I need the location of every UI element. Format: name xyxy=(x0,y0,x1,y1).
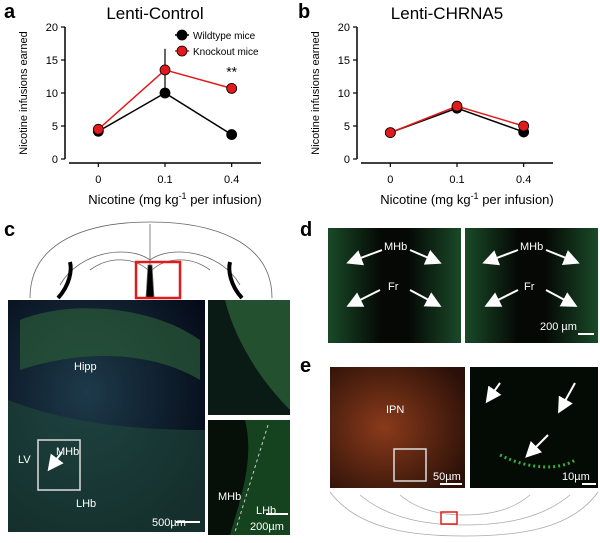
image-label: MHb xyxy=(56,446,79,458)
y-tick-label: 20 xyxy=(46,22,58,34)
point xyxy=(226,129,238,140)
x-tick-label: 0 xyxy=(387,174,393,186)
tissue xyxy=(225,300,290,410)
x-axis-label: Nicotine (mg kg-1 per infusion) xyxy=(380,191,553,207)
point xyxy=(451,100,463,112)
image-label: Fr xyxy=(388,281,399,293)
brain-schematic xyxy=(29,221,273,300)
y-tick-label: 15 xyxy=(338,55,350,67)
inset-box xyxy=(393,448,427,482)
point xyxy=(92,123,104,135)
annotation: ** xyxy=(226,63,237,79)
micrograph xyxy=(330,367,465,488)
panel-letter: d xyxy=(300,219,312,241)
image-label: MHb xyxy=(218,491,241,503)
x-tick-label: 0.1 xyxy=(449,174,464,186)
x-tick-label: 0.4 xyxy=(516,174,531,186)
panel-letter: e xyxy=(300,355,311,377)
series-line xyxy=(97,92,233,136)
labelled-fibers xyxy=(499,453,576,469)
boundary xyxy=(234,424,269,533)
tissue xyxy=(230,420,290,535)
brain-schematic xyxy=(329,491,599,537)
y-axis-label: Nicotine infusions earned xyxy=(310,31,322,155)
x-axis-label-part: -1 xyxy=(179,191,187,201)
panel-letter: a xyxy=(4,1,16,23)
scale-label: 500µm xyxy=(152,517,186,529)
panel-letter: c xyxy=(4,219,15,241)
y-tick-label: 0 xyxy=(344,154,350,166)
chart-title: Lenti-CHRNA5 xyxy=(391,4,503,23)
scale-label: 200 µm xyxy=(540,321,577,333)
image-label: Fr xyxy=(524,281,535,293)
x-tick-label: 0 xyxy=(95,174,101,186)
x-axis-label-part: Nicotine (mg kg xyxy=(88,192,178,207)
legend-label: Knockout mice xyxy=(193,47,259,58)
image-label: IPN xyxy=(386,404,404,416)
region-box xyxy=(134,260,182,300)
micrograph xyxy=(328,228,461,343)
x-tick-label: 0.1 xyxy=(157,174,172,186)
y-tick-label: 15 xyxy=(46,55,58,67)
scale-label: 200µm xyxy=(250,521,284,533)
y-tick-label: 10 xyxy=(46,88,58,100)
point xyxy=(226,82,238,94)
image-label: LV xyxy=(18,454,31,466)
x-axis-label-part: per infusion) xyxy=(479,192,554,207)
point xyxy=(159,64,171,76)
scale-label: 50µm xyxy=(433,471,461,483)
point xyxy=(518,120,530,132)
chart-title: Lenti-Control xyxy=(106,4,203,23)
image-label: MHb xyxy=(520,241,543,253)
image-label: LHb xyxy=(76,498,96,510)
panel-letter: b xyxy=(298,1,310,23)
y-tick-label: 10 xyxy=(338,88,350,100)
arrows xyxy=(485,382,576,458)
x-axis-label-part: per infusion) xyxy=(187,192,262,207)
region-box xyxy=(440,511,458,525)
image-label: LHb xyxy=(256,505,276,517)
legend-label: Wildtype mice xyxy=(193,31,256,42)
arrows xyxy=(346,249,580,307)
image-label: MHb xyxy=(384,241,407,253)
x-axis-label-part: -1 xyxy=(471,191,479,201)
arrow xyxy=(47,451,64,472)
point xyxy=(384,127,396,139)
thalamus xyxy=(8,400,205,532)
legend-marker xyxy=(176,45,188,57)
y-tick-label: 5 xyxy=(52,121,58,133)
scale-label: 10µm xyxy=(562,471,590,483)
y-tick-label: 5 xyxy=(344,121,350,133)
x-axis-label-part: Nicotine (mg kg xyxy=(380,192,470,207)
legend-marker xyxy=(176,29,188,41)
hippocampus xyxy=(20,308,200,380)
y-tick-label: 0 xyxy=(52,154,58,166)
y-tick-label: 20 xyxy=(338,22,350,34)
image-label: Hipp xyxy=(74,361,97,373)
y-axis-label: Nicotine infusions earned xyxy=(18,31,30,155)
x-axis-label: Nicotine (mg kg-1 per infusion) xyxy=(88,191,261,207)
micrograph xyxy=(465,228,598,343)
micrograph xyxy=(470,367,598,488)
x-tick-label: 0.4 xyxy=(224,174,239,186)
inset-box xyxy=(37,439,81,491)
